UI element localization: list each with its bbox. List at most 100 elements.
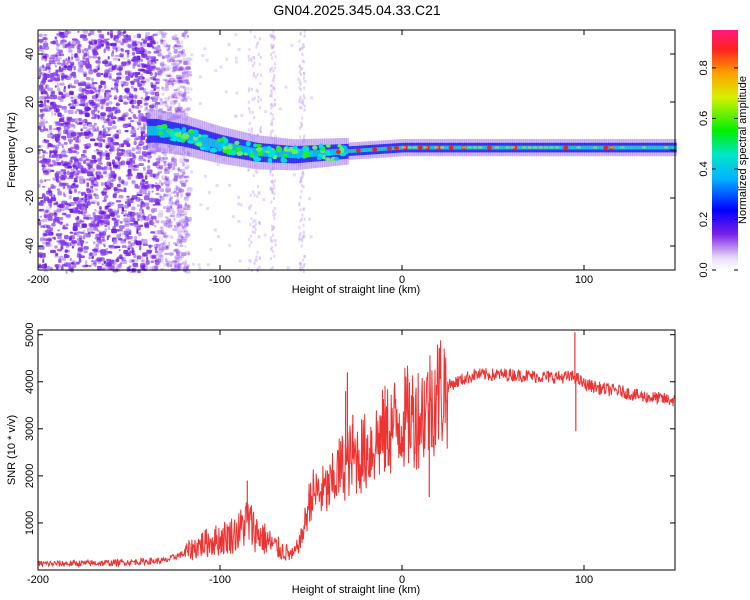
spectrogram-cell [130,239,136,242]
spectrogram-cell [235,91,239,95]
spectrogram-cell [74,110,78,114]
ridge-peak [355,148,361,153]
spectrogram-cell [213,228,217,232]
spectrogram-cell [51,222,56,227]
spectrogram-cell [172,210,176,214]
spectrogram-cell [184,215,188,220]
spectrogram-cell [273,192,276,196]
spectrogram-cell [129,222,135,226]
spectrogram-cell [184,179,188,184]
spectrogram-ylabel: Frequency (Hz) [6,112,18,188]
ridge-center [350,149,354,153]
spectrogram-cell [45,237,52,242]
spectrogram-cell [102,170,107,175]
spectrogram-cell [152,163,159,166]
spectrogram-cell [271,249,274,253]
spectrogram-cell [80,231,85,235]
spectrogram-cell [150,187,155,190]
spectrogram-cell [120,42,125,46]
spectrogram-cell [110,42,117,47]
spectrogram-cell [70,160,74,164]
spectrogram-cell [298,237,301,241]
spectrogram-cell [141,259,146,264]
ridge-center [223,141,227,151]
spectrogram-cell [116,72,122,76]
spectrogram-cell [171,260,176,263]
spectrogram-cell [79,239,84,245]
spectrogram-cell [151,221,155,227]
spectrogram-cell [301,239,304,243]
spectrogram-cell [157,51,162,57]
spectrogram-cell [133,87,138,92]
spectrogram-cell [302,185,305,189]
ridge-blob [240,146,248,150]
ridge-center [649,145,653,150]
spectrogram-cell [259,106,262,110]
spectrogram-cell [154,225,157,228]
spectrogram-cell [254,222,257,226]
spectrogram-cell [177,80,184,84]
spectrogram-cell [163,39,166,42]
spectrogram-cell [138,155,144,160]
spectrogram-cell [91,260,94,263]
spectrogram-cell [103,40,109,44]
ridge-blob [172,127,181,133]
spectrogram-cell [168,77,175,83]
spectrogram-cell [75,140,80,143]
spectrogram-cell [123,214,126,217]
spectrogram-cell [127,176,132,180]
spectrogram-cell [162,101,167,104]
spectrogram-cell [140,96,144,100]
spectrogram-cell [80,155,87,161]
spectrogram-cell [123,139,129,145]
spectrogram-cell [57,104,62,108]
spectrogram-cell [86,188,91,194]
spectrogram-cell [175,185,179,191]
spectrogram-cell [175,96,178,99]
spectrogram-cell [50,54,53,59]
ridge-blob [158,130,163,136]
spectrogram-cell [172,228,177,232]
spectrogram-cell [250,240,253,244]
spectrogram-cell [38,33,43,38]
spectrogram-cell [164,169,168,172]
spectrogram-cell [298,201,301,205]
spectrogram-cell [183,176,187,179]
spectrogram-cell [174,175,178,179]
spectrogram-cell [81,220,84,223]
spectrogram-cell [86,182,90,188]
spectrogram-cell [96,164,100,169]
spectrogram-cell [219,65,223,69]
spectrogram-cell [173,89,178,92]
spectrogram-cell [180,193,183,199]
spectrogram-cell [298,70,301,74]
spectrogram-cell [65,129,69,135]
spectrogram-cell [177,77,183,82]
ridge-center [273,149,278,158]
spectrogram-cell [178,188,185,193]
spectrogram-cell [158,107,163,111]
spectrogram-cell [145,91,150,94]
spectrogram-cell [100,79,104,83]
spectrogram-cell [104,191,107,197]
spectrogram-cell [103,84,107,89]
ridge-blob [216,138,222,143]
spectrogram-cell [64,64,68,69]
spectrogram-cell [139,46,144,52]
spectrogram-cell [121,61,127,67]
ridge-center [225,142,230,151]
spectrogram-cell [103,171,107,175]
spectrogram-cell [182,218,189,223]
ridge-center [363,148,367,153]
spectrogram-cell [60,245,64,250]
spectrogram-cell [76,196,80,201]
ridge-center [446,145,450,150]
spectrogram-cell [252,225,255,229]
spectrogram-cell [237,220,241,224]
spectrogram-cell [164,79,170,83]
spectrogram-cell [178,234,183,238]
ridge-blob [243,152,248,156]
spectrogram-cell [299,67,302,71]
spectrogram-cell [168,46,171,51]
spectrogram-cell [158,236,163,241]
